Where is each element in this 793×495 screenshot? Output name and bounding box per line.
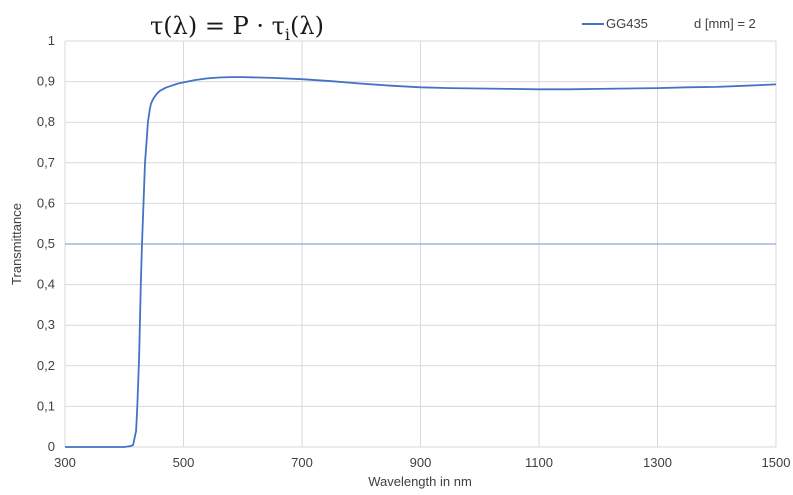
- y-tick-label: 0,4: [37, 277, 55, 292]
- x-tick-label: 1100: [525, 455, 553, 470]
- formula-main: τ(λ) = P · τ: [150, 12, 285, 40]
- y-axis-ticks: 0 0,1 0,2 0,3 0,4 0,5 0,6 0,7 0,8 0,9 1: [37, 33, 55, 454]
- legend-label-gg435: GG435: [606, 16, 648, 31]
- x-tick-label: 1300: [643, 455, 672, 470]
- legend-annotation: d [mm] = 2: [694, 16, 756, 31]
- formula-end: (λ): [290, 12, 324, 40]
- chart-formula: τ(λ) = P · τi(λ): [150, 12, 324, 44]
- x-tick-label: 700: [291, 455, 313, 470]
- y-tick-label: 0,5: [37, 236, 55, 251]
- y-tick-label: 1: [48, 33, 55, 48]
- y-axis-label: Transmittance: [9, 203, 24, 285]
- y-tick-label: 0,9: [37, 74, 55, 89]
- x-axis-label: Wavelength in nm: [368, 474, 472, 489]
- series-line-gg435: [65, 76, 777, 448]
- legend: GG435 d [mm] = 2: [582, 16, 756, 31]
- y-tick-label: 0,7: [37, 155, 55, 170]
- y-tick-label: 0,1: [37, 398, 55, 413]
- x-axis-ticks: 300 500 700 900 1100 1300 1500: [54, 455, 790, 470]
- plot-area: [65, 76, 777, 448]
- x-tick-label: 900: [410, 455, 432, 470]
- y-tick-label: 0,2: [37, 358, 55, 373]
- formula-subscript: i: [285, 25, 290, 44]
- x-tick-label: 500: [173, 455, 195, 470]
- y-tick-label: 0: [48, 439, 55, 454]
- y-tick-label: 0,8: [37, 114, 55, 129]
- x-tick-label: 1500: [762, 455, 791, 470]
- y-tick-label: 0,6: [37, 195, 55, 210]
- x-tick-label: 300: [54, 455, 76, 470]
- y-tick-label: 0,3: [37, 317, 55, 332]
